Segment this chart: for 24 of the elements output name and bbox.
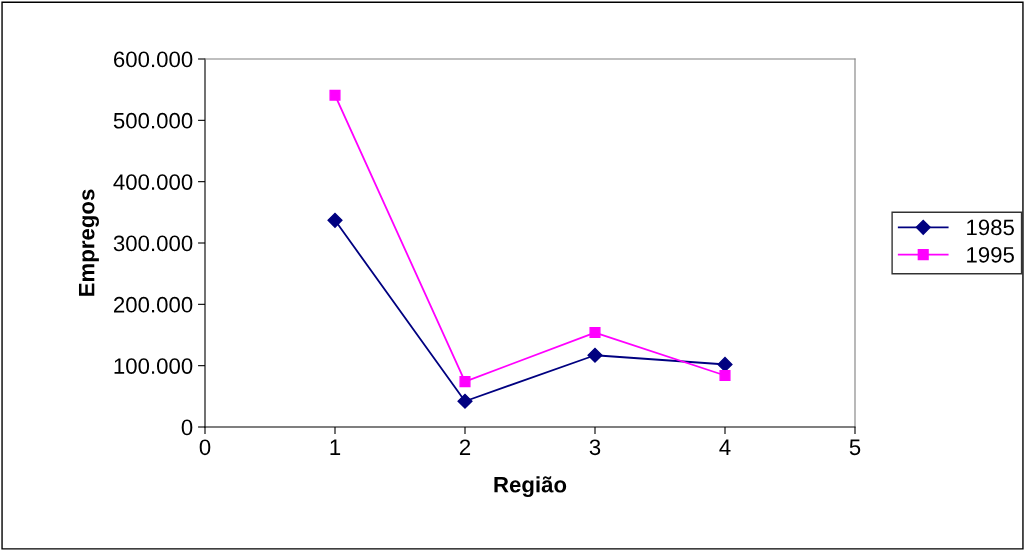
point xyxy=(719,369,731,382)
point xyxy=(327,212,343,228)
x-tick-label: 4 xyxy=(719,439,731,455)
point xyxy=(589,326,601,339)
x-tick-label: 0 xyxy=(199,439,211,456)
x-tick-label: 5 xyxy=(849,439,861,456)
y-tick-label: 600.000 xyxy=(114,51,193,68)
legend-label: 1995 xyxy=(967,246,1014,263)
x-tick-label: 3 xyxy=(589,439,601,456)
point xyxy=(457,393,473,409)
y-tick-label: 500.000 xyxy=(113,112,193,129)
y-axis-title: Empregos xyxy=(78,189,99,296)
point xyxy=(329,89,341,101)
point xyxy=(587,347,603,363)
y-tick-label: 300.000 xyxy=(113,235,193,252)
x-tick-label: 1 xyxy=(330,439,341,455)
y-tick-label: 0 xyxy=(181,419,193,436)
x-tick-label: 2 xyxy=(459,439,471,455)
y-tick-label: 100.000 xyxy=(114,358,193,374)
y-tick-label: 400.000 xyxy=(113,174,193,190)
legend-label: 1985 xyxy=(967,219,1014,236)
x-axis-title: Região xyxy=(494,476,567,497)
y-tick-label: 200.000 xyxy=(113,296,193,313)
point xyxy=(459,376,471,388)
